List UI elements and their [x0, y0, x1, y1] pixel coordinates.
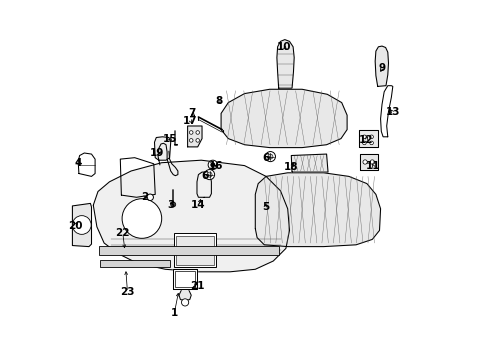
Bar — [175, 271, 194, 287]
Circle shape — [369, 160, 374, 164]
Polygon shape — [291, 154, 327, 172]
Text: 15: 15 — [162, 134, 177, 144]
Text: 21: 21 — [189, 281, 204, 291]
Bar — [176, 236, 213, 265]
Text: 6: 6 — [262, 153, 269, 163]
Text: 13: 13 — [385, 107, 399, 117]
Circle shape — [189, 139, 193, 142]
Circle shape — [265, 152, 275, 162]
Polygon shape — [72, 203, 91, 247]
Text: 12: 12 — [358, 135, 373, 145]
Polygon shape — [276, 40, 294, 88]
Circle shape — [204, 170, 214, 180]
Polygon shape — [255, 173, 380, 247]
Text: 23: 23 — [120, 287, 135, 297]
Text: 9: 9 — [378, 63, 385, 73]
Text: 8: 8 — [215, 96, 222, 106]
Polygon shape — [374, 46, 387, 86]
Text: 1: 1 — [170, 308, 178, 318]
Polygon shape — [179, 272, 191, 301]
Circle shape — [72, 216, 91, 234]
Circle shape — [369, 141, 373, 145]
Bar — [174, 233, 215, 267]
Bar — [100, 260, 170, 267]
Circle shape — [362, 135, 366, 139]
Text: 11: 11 — [366, 161, 380, 171]
Polygon shape — [359, 154, 377, 170]
Polygon shape — [221, 89, 346, 148]
Text: 19: 19 — [150, 148, 164, 158]
Text: 14: 14 — [191, 200, 205, 210]
Text: 7: 7 — [188, 108, 196, 118]
Text: 16: 16 — [209, 161, 223, 171]
Circle shape — [189, 131, 193, 134]
Circle shape — [208, 160, 217, 170]
Circle shape — [369, 135, 373, 139]
Circle shape — [170, 202, 175, 207]
Polygon shape — [154, 137, 170, 160]
Text: 3: 3 — [167, 200, 174, 210]
Text: 22: 22 — [115, 228, 130, 238]
Polygon shape — [187, 126, 202, 147]
Circle shape — [181, 299, 188, 306]
Circle shape — [146, 194, 153, 201]
Text: 6: 6 — [201, 171, 208, 181]
Text: 20: 20 — [68, 221, 82, 231]
Text: 4: 4 — [74, 158, 81, 168]
Circle shape — [362, 160, 366, 164]
Circle shape — [196, 139, 199, 142]
Polygon shape — [173, 269, 197, 289]
Text: 5: 5 — [261, 202, 268, 212]
Polygon shape — [93, 160, 289, 272]
Circle shape — [362, 141, 366, 145]
Circle shape — [122, 199, 162, 238]
Text: 2: 2 — [141, 192, 148, 202]
Text: 18: 18 — [284, 162, 298, 172]
Circle shape — [196, 131, 199, 134]
Text: 10: 10 — [276, 42, 291, 52]
Text: 17: 17 — [183, 116, 198, 126]
Circle shape — [206, 172, 212, 177]
Bar — [99, 246, 278, 255]
Polygon shape — [358, 130, 377, 147]
Circle shape — [267, 154, 272, 159]
Circle shape — [211, 163, 214, 167]
